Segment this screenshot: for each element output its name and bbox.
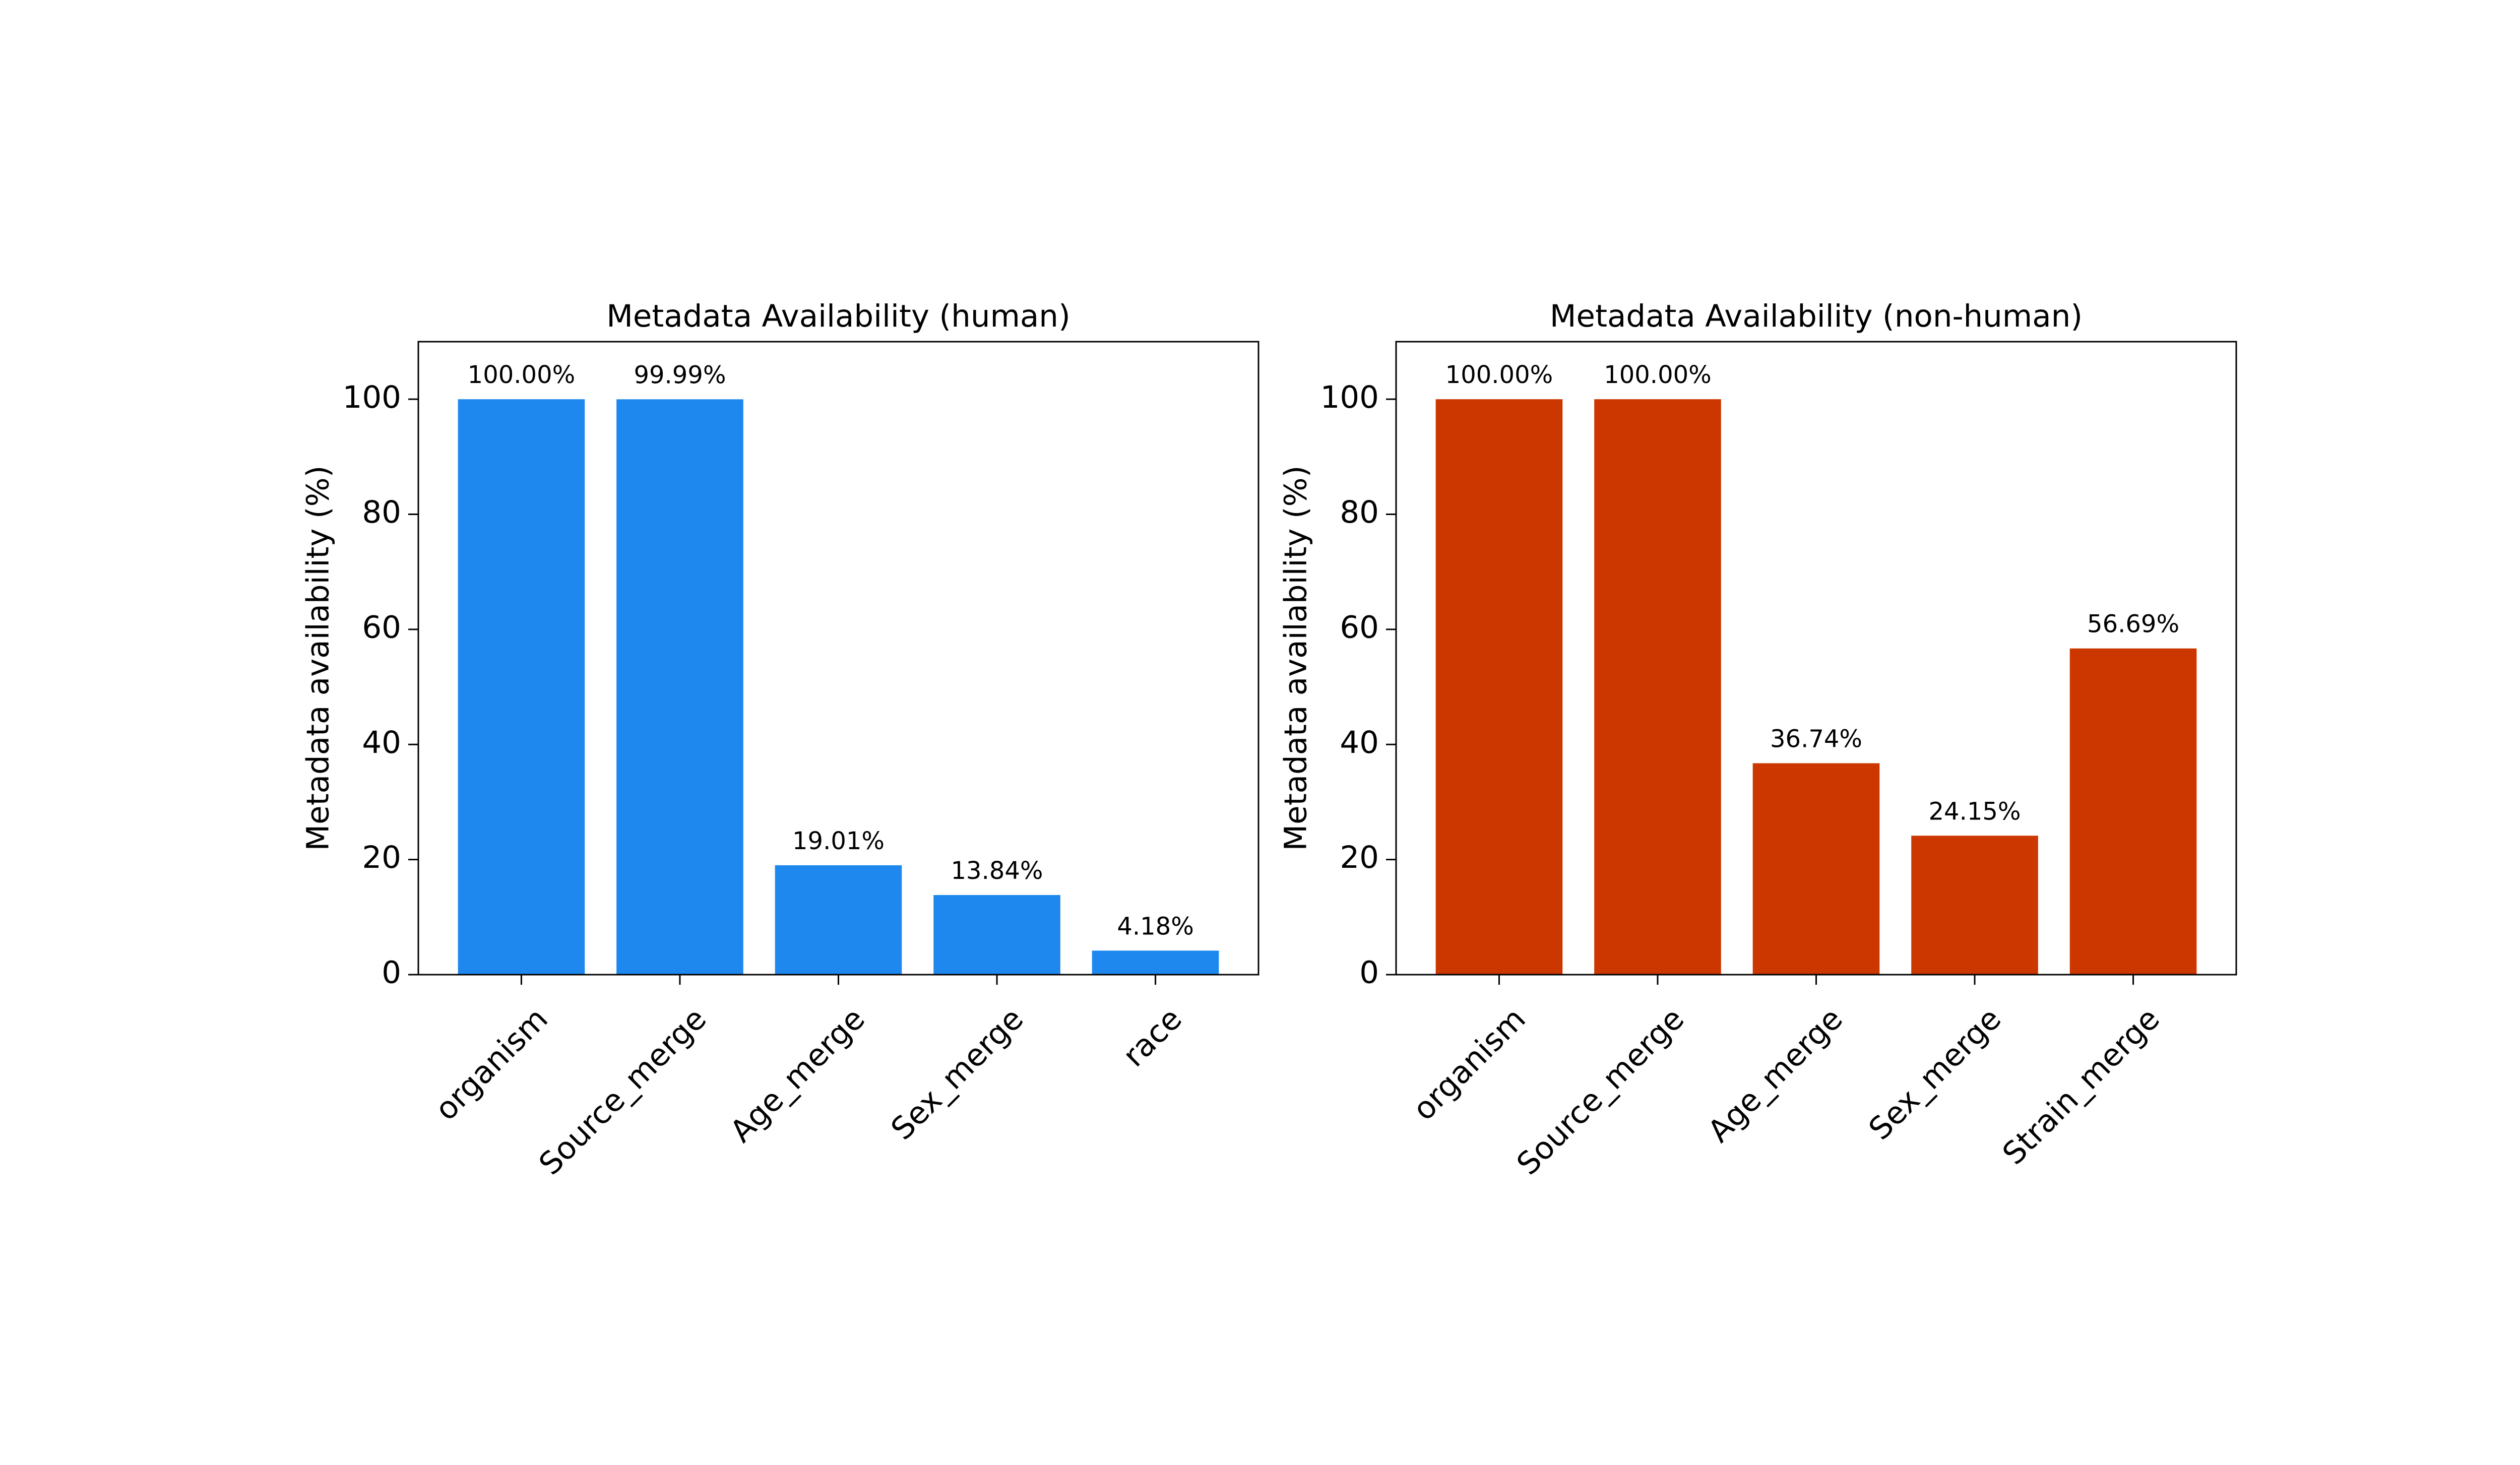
data-label-group: 100.00% 99.99% 19.01% 13.84% 4.18%: [468, 361, 1194, 940]
bar: [775, 865, 902, 975]
y-tick-group: 0 20 40 60 80 100: [1320, 379, 1396, 991]
y-axis-label: Metadata availability (%): [1278, 466, 1314, 851]
y-axis-label: Metadata availability (%): [300, 466, 336, 851]
data-label: 13.84%: [951, 857, 1043, 885]
bar: [1092, 950, 1219, 975]
data-label: 100.00%: [1445, 361, 1553, 389]
y-tick-label: 40: [1340, 725, 1379, 760]
bar-group: [458, 399, 1219, 975]
y-tick-label: 0: [1359, 955, 1379, 991]
bar-group: [1435, 399, 2197, 975]
bar: [1594, 399, 1721, 975]
y-tick-label: 60: [1340, 610, 1379, 646]
data-label: 36.74%: [1770, 725, 1862, 753]
y-tick-label: 80: [362, 494, 401, 530]
y-tick-label: 60: [362, 610, 401, 646]
chart-title: Metadata Availability (non-human): [1550, 298, 2083, 334]
data-label-group: 100.00% 100.00% 36.74% 24.15% 56.69%: [1445, 361, 2179, 825]
data-label: 56.69%: [2087, 610, 2179, 639]
y-tick-group: 0 20 40 60 80 100: [343, 379, 418, 991]
plot-frame: [417, 341, 1259, 976]
data-label: 99.99%: [634, 361, 726, 389]
y-tick-label: 20: [362, 840, 401, 875]
data-label: 19.01%: [792, 827, 885, 855]
bar: [458, 399, 585, 975]
y-tick-label: 0: [382, 955, 401, 991]
bar: [1752, 763, 1880, 975]
data-label: 100.00%: [468, 361, 576, 389]
data-label: 100.00%: [1604, 361, 1712, 389]
bar: [1911, 836, 2038, 975]
y-tick-label: 40: [362, 725, 401, 760]
chart-title: Metadata Availability (human): [606, 298, 1070, 334]
bar: [933, 895, 1060, 975]
bar: [2069, 648, 2197, 975]
y-tick-label: 20: [1340, 840, 1379, 875]
y-tick-label: 100: [343, 379, 401, 415]
y-tick-label: 80: [1340, 494, 1379, 530]
plot-frame: [1395, 341, 2237, 976]
bar: [1435, 399, 1563, 975]
y-tick-label: 100: [1320, 379, 1379, 415]
data-label: 24.15%: [1929, 797, 2021, 825]
bar: [616, 399, 743, 975]
data-label: 4.18%: [1117, 912, 1193, 940]
